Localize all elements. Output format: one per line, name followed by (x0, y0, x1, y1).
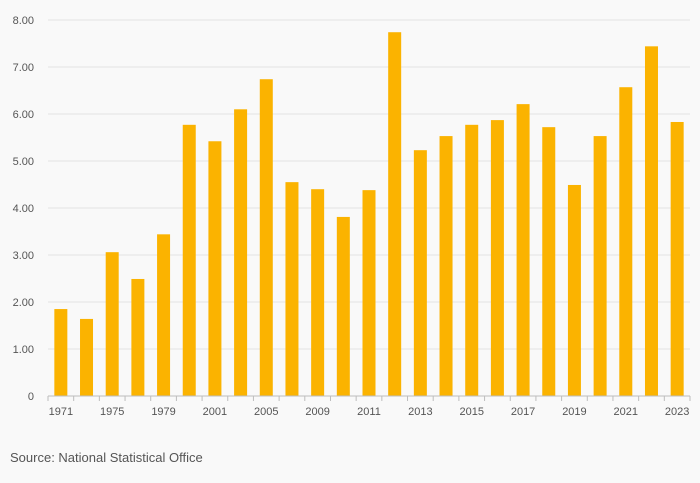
bar (131, 278, 145, 396)
bar (619, 87, 633, 397)
bar (362, 190, 376, 396)
bar (670, 121, 684, 397)
bar (285, 182, 299, 396)
bar-chart: 0 1.00 2.00 3.00 4.00 5.00 6.00 7.00 8.00 1971 197… (13, 15, 691, 418)
bar (490, 120, 504, 397)
y-tick-label: 1.00 (13, 344, 34, 356)
bar (259, 79, 273, 396)
x-tick-label: 2023 (665, 406, 689, 418)
x-tick-label: 2017 (511, 406, 535, 418)
y-tick-label: 6.00 (13, 109, 34, 121)
y-tick-label: 8.00 (13, 15, 34, 27)
x-tick-label: 2021 (614, 406, 638, 418)
y-tick-label: 2.00 (13, 297, 34, 309)
y-tick-label: 4.00 (13, 203, 34, 215)
bar (516, 104, 530, 396)
y-tick-label: 5.00 (13, 156, 34, 168)
y-tick-label: 3.00 (13, 250, 34, 262)
bar (567, 184, 581, 396)
x-tick-label: 2005 (254, 406, 278, 418)
bar (234, 109, 248, 397)
bar (54, 309, 68, 396)
x-tick-label: 2019 (562, 406, 586, 418)
bar (182, 124, 196, 396)
y-tick-label: 7.00 (13, 62, 34, 74)
x-tick-label: 1979 (151, 406, 175, 418)
bar (388, 32, 402, 396)
bar (439, 136, 453, 396)
x-tick-label: 2009 (305, 406, 329, 418)
x-tick-label: 1971 (49, 406, 73, 418)
x-tick-label: 2011 (357, 406, 381, 418)
bar (208, 141, 222, 396)
source-note: Source: National Statistical Office (10, 450, 203, 465)
bar (157, 234, 171, 396)
x-tick-label: 2013 (408, 406, 432, 418)
y-tick-label: 0 (28, 391, 34, 403)
bar (593, 136, 607, 396)
bar (80, 318, 94, 396)
x-tick-label: 2015 (459, 406, 483, 418)
bar (542, 127, 556, 396)
bar (644, 46, 658, 396)
bar (336, 216, 350, 396)
x-tick-label: 1975 (100, 406, 124, 418)
bar (311, 189, 325, 396)
bar (413, 150, 427, 396)
bar (465, 124, 479, 396)
bar (105, 252, 119, 396)
x-tick-label: 2001 (203, 406, 227, 418)
